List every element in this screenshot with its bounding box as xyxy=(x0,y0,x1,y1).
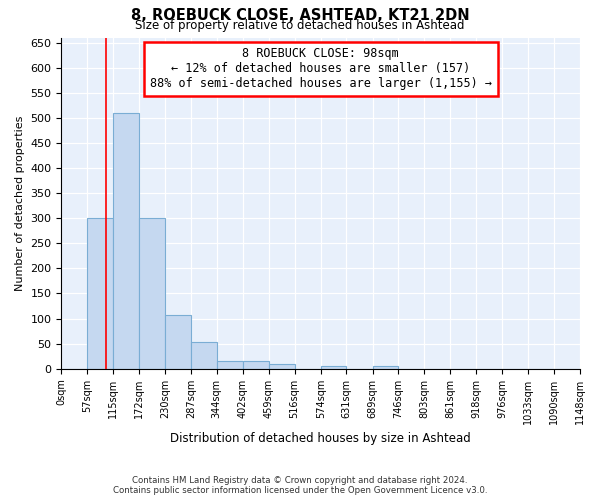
Text: 8 ROEBUCK CLOSE: 98sqm
← 12% of detached houses are smaller (157)
88% of semi-de: 8 ROEBUCK CLOSE: 98sqm ← 12% of detached… xyxy=(150,48,492,90)
Bar xyxy=(269,364,295,368)
Bar xyxy=(139,218,166,368)
Bar xyxy=(191,342,217,368)
Y-axis label: Number of detached properties: Number of detached properties xyxy=(15,116,25,291)
Text: Size of property relative to detached houses in Ashtead: Size of property relative to detached ho… xyxy=(135,18,465,32)
Bar xyxy=(87,218,113,368)
Bar xyxy=(166,315,191,368)
Bar xyxy=(243,361,269,368)
Bar xyxy=(321,366,346,368)
Text: 8, ROEBUCK CLOSE, ASHTEAD, KT21 2DN: 8, ROEBUCK CLOSE, ASHTEAD, KT21 2DN xyxy=(131,8,469,22)
Text: Contains HM Land Registry data © Crown copyright and database right 2024.
Contai: Contains HM Land Registry data © Crown c… xyxy=(113,476,487,495)
X-axis label: Distribution of detached houses by size in Ashtead: Distribution of detached houses by size … xyxy=(170,432,471,445)
Bar xyxy=(217,361,243,368)
Bar xyxy=(113,113,139,368)
Bar xyxy=(373,366,398,368)
